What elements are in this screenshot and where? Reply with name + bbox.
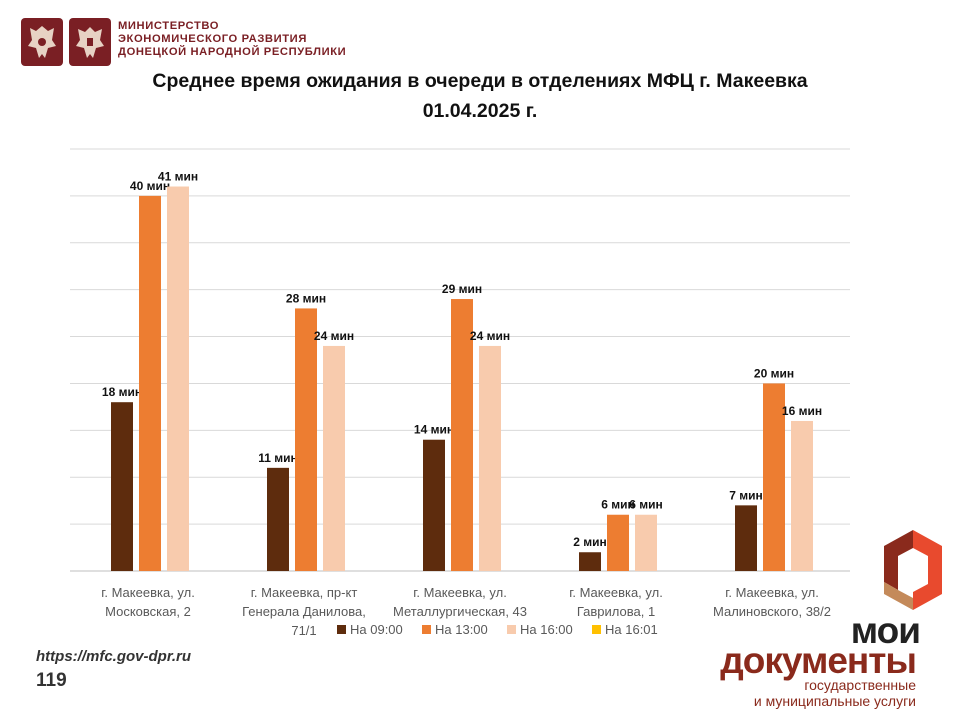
moi-dokumenty-logo-icon: [884, 530, 942, 610]
bar: [579, 552, 601, 571]
data-label: 18 мин: [102, 385, 142, 399]
bar: [479, 345, 501, 571]
data-label: 29 мин: [442, 282, 482, 296]
data-label: 7 мин: [729, 488, 763, 502]
bar: [735, 505, 757, 571]
logo-word-dokumenty: документы: [720, 640, 917, 681]
legend-label: На 16:00: [520, 622, 573, 637]
bar: [267, 467, 289, 571]
data-label: 24 мин: [470, 329, 510, 343]
chart-title: Среднее время ожидания в очереди в отдел…: [152, 70, 808, 92]
ministry-name: МИНИСТЕРСТВО ЭКОНОМИЧЕСКОГО РАЗВИТИЯ ДОН…: [118, 20, 346, 59]
bar: [111, 402, 133, 571]
category-label: г. Макеевка, пр-кт: [251, 585, 358, 600]
data-label: 2 мин: [573, 535, 607, 549]
data-label: 28 мин: [286, 291, 326, 305]
data-label: 6 мин: [601, 498, 635, 512]
russia-emblem-icon: [21, 18, 63, 66]
category-label: г. Макеевка, ул.: [413, 585, 507, 600]
category-label: Московская, 2: [105, 604, 191, 619]
data-label: 11 мин: [258, 451, 298, 465]
data-label: 14 мин: [414, 423, 454, 437]
ministry-line-1: МИНИСТЕРСТВО: [118, 20, 220, 32]
category-label: Генерала Данилова,: [242, 604, 366, 619]
legend-label: На 16:01: [605, 622, 658, 637]
bar: [323, 345, 345, 571]
bar: [451, 299, 473, 571]
logo-word-moi: мои: [850, 610, 921, 651]
category-label: г. Макеевка, ул.: [725, 585, 819, 600]
bar: [607, 514, 629, 571]
chart-date: 01.04.2025 г.: [422, 100, 538, 122]
bar: [139, 195, 161, 571]
data-label: 16 мин: [782, 404, 822, 418]
category-label: г. Макеевка, ул.: [101, 585, 195, 600]
ministry-line-3: ДОНЕЦКОЙ НАРОДНОЙ РЕСПУБЛИКИ: [118, 46, 347, 58]
legend-swatch: [507, 625, 516, 634]
category-label: г. Макеевка, ул.: [569, 585, 663, 600]
logo-tagline-1: государственные: [804, 677, 916, 693]
bar: [167, 186, 189, 571]
data-label: 6 мин: [629, 498, 663, 512]
bar: [635, 514, 657, 571]
bar: [295, 308, 317, 571]
data-label: 41 мин: [158, 170, 198, 184]
dpr-emblem-icon: [69, 18, 111, 66]
category-label: Малиновского, 38/2: [713, 604, 831, 619]
legend-label: На 09:00: [350, 622, 403, 637]
legend-swatch: [422, 625, 431, 634]
ministry-line-2: ЭКОНОМИЧЕСКОГО РАЗВИТИЯ: [118, 33, 307, 45]
bar: [423, 439, 445, 571]
logo-tagline-2: и муниципальные услуги: [753, 693, 916, 709]
page-number: 119: [36, 670, 67, 691]
category-label: Металлургическая, 43: [393, 604, 527, 619]
legend-swatch: [337, 625, 346, 634]
website-link[interactable]: https://mfc.gov-dpr.ru: [36, 648, 191, 665]
legend-swatch: [592, 625, 601, 634]
category-label: 71/1: [291, 623, 316, 638]
data-label: 20 мин: [754, 366, 794, 380]
data-label: 40 мин: [130, 179, 170, 193]
category-label: Гаврилова, 1: [577, 604, 655, 619]
bar: [763, 383, 785, 571]
bar: [791, 420, 813, 571]
legend-label: На 13:00: [435, 622, 488, 637]
data-label: 24 мин: [314, 329, 354, 343]
